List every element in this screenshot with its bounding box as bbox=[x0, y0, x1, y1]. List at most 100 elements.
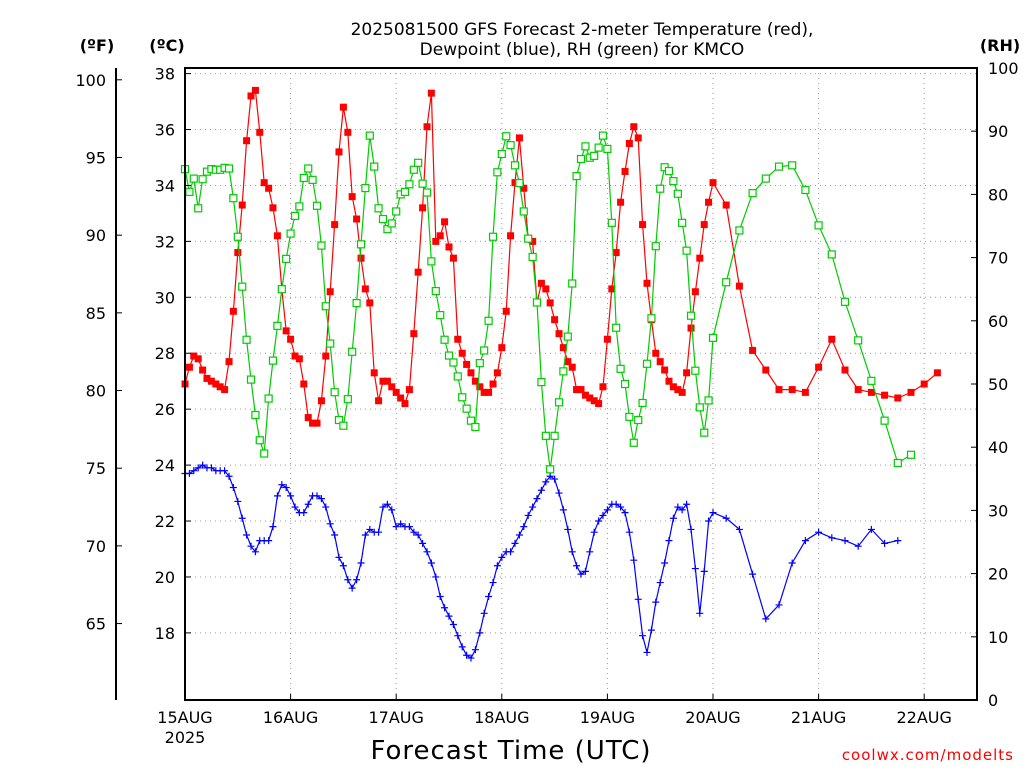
rh-point bbox=[554, 398, 564, 407]
rh-point bbox=[488, 232, 498, 241]
rh-point bbox=[361, 183, 370, 193]
dewpoint-point bbox=[788, 559, 796, 567]
temperature-point bbox=[674, 386, 682, 394]
celsius-tick-label: 18 bbox=[155, 624, 175, 643]
temperature-point bbox=[551, 316, 559, 324]
dewpoint-point bbox=[709, 509, 717, 517]
dewpoint-point bbox=[507, 548, 515, 556]
temperature-point bbox=[564, 358, 572, 366]
dewpoint-point bbox=[436, 593, 444, 601]
dewpoint-point bbox=[247, 542, 255, 550]
fahrenheit-tick-label: 70 bbox=[86, 537, 106, 556]
temperature-point bbox=[775, 386, 783, 394]
dewpoint-point bbox=[586, 548, 594, 556]
dewpoint-point bbox=[344, 576, 352, 584]
dewpoint-point bbox=[397, 520, 405, 528]
temperature-point bbox=[603, 335, 611, 343]
dewpoint-point bbox=[238, 514, 246, 522]
rh-point bbox=[537, 378, 546, 387]
temperature-point bbox=[507, 232, 515, 240]
rh-point bbox=[308, 175, 317, 184]
rh-point bbox=[572, 171, 581, 181]
temperature-point bbox=[471, 377, 479, 385]
temperature-point bbox=[559, 344, 567, 352]
fahrenheit-tick-label: 95 bbox=[86, 148, 106, 167]
rh-point bbox=[277, 285, 286, 294]
rh-point bbox=[405, 180, 414, 189]
dewpoint-point bbox=[432, 573, 440, 581]
temperature-point bbox=[599, 383, 607, 391]
temperature-point bbox=[282, 327, 290, 335]
rh-point bbox=[788, 161, 797, 170]
temperature-point bbox=[392, 388, 400, 396]
temperature-point bbox=[190, 352, 198, 360]
temperature-point bbox=[788, 386, 796, 394]
rh-point bbox=[480, 346, 489, 355]
dewpoint-point bbox=[621, 509, 629, 517]
dewpoint-point bbox=[366, 525, 374, 533]
x-tick-label: 21AUG bbox=[791, 708, 846, 727]
dewpoint-point bbox=[537, 486, 545, 494]
dewpoint-point bbox=[515, 531, 523, 539]
temperature-point bbox=[815, 363, 823, 371]
temperature-point bbox=[427, 89, 435, 97]
rh-series bbox=[180, 131, 916, 474]
dewpoint-point bbox=[801, 537, 809, 545]
rh-point bbox=[264, 394, 273, 403]
rh-point bbox=[735, 226, 744, 235]
rh-point bbox=[893, 458, 902, 468]
rh-point bbox=[590, 151, 599, 160]
rh-point bbox=[748, 189, 757, 198]
temperature-point bbox=[243, 137, 251, 145]
temperature-point bbox=[762, 366, 770, 374]
temperature-point bbox=[441, 218, 449, 226]
rh-point bbox=[242, 335, 251, 344]
dewpoint-point bbox=[243, 531, 251, 539]
temperature-point bbox=[265, 184, 273, 192]
rh-point bbox=[594, 143, 603, 152]
temperature-point bbox=[894, 394, 902, 402]
rh-point bbox=[651, 242, 660, 251]
fahrenheit-tick-label: 65 bbox=[86, 615, 106, 634]
temperature-point bbox=[537, 279, 545, 287]
rh-point bbox=[370, 162, 379, 171]
temperature-point bbox=[867, 388, 875, 396]
dewpoint-point bbox=[375, 528, 383, 536]
dewpoint-point bbox=[357, 559, 365, 567]
temperature-point bbox=[542, 285, 550, 293]
rh-point bbox=[532, 298, 542, 307]
dewpoint-point bbox=[687, 525, 695, 533]
rh-point bbox=[559, 367, 568, 376]
rh-point bbox=[312, 201, 322, 210]
rh-point bbox=[458, 393, 467, 402]
rh-point bbox=[598, 131, 608, 140]
dewpoint-point bbox=[489, 579, 497, 587]
celsius-tick-label: 38 bbox=[155, 65, 175, 84]
x-tick-label: 16AUG bbox=[263, 708, 318, 727]
temperature-point bbox=[366, 299, 374, 307]
dewpoint-point bbox=[652, 598, 660, 606]
dewpoint-point bbox=[339, 562, 347, 570]
temperature-point bbox=[335, 148, 343, 156]
temperature-point bbox=[309, 419, 317, 427]
dewpoint-point bbox=[326, 520, 334, 528]
temperature-point bbox=[185, 363, 193, 371]
rh-point bbox=[761, 174, 770, 183]
rh-point bbox=[704, 396, 713, 405]
temperature-point bbox=[546, 299, 554, 307]
temperature-point bbox=[577, 386, 585, 394]
rh-point bbox=[282, 254, 291, 263]
celsius-tick-label: 34 bbox=[155, 176, 175, 195]
celsius-tick-label: 24 bbox=[155, 456, 175, 475]
rh-point bbox=[246, 375, 256, 384]
temperature-point bbox=[348, 193, 356, 201]
rh-point bbox=[418, 179, 427, 188]
celsius-tick-label: 26 bbox=[155, 400, 175, 419]
temperature-point bbox=[357, 254, 365, 262]
dewpoint-point bbox=[251, 548, 259, 556]
temperature-point bbox=[555, 330, 563, 338]
dewpoint-point bbox=[867, 525, 875, 533]
x-tick-label: 17AUG bbox=[368, 708, 423, 727]
rh-point bbox=[700, 428, 709, 437]
rh-point bbox=[400, 187, 410, 196]
